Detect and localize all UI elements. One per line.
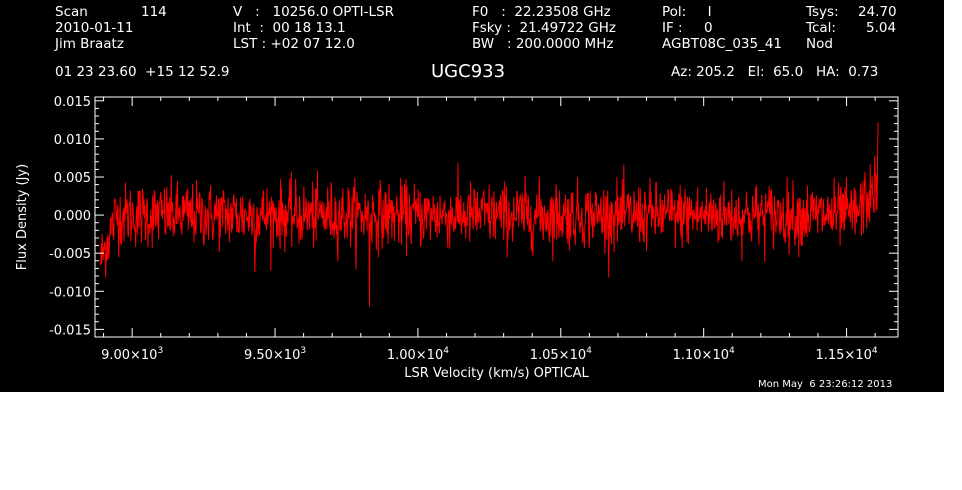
fsky-info: Fsky : 21.49722 GHz (472, 20, 616, 36)
polarization-info: Pol: I (662, 4, 712, 20)
y-tick-label: -0.010 (49, 285, 91, 300)
az-el-ha: Az: 205.2 El: 65.0 HA: 0.73 (671, 64, 879, 80)
bandwidth-info: BW : 200.0000 MHz (472, 36, 614, 52)
y-tick-label: -0.005 (49, 247, 91, 262)
if-info: IF : 0 (662, 20, 713, 36)
x-tick-label: 1.15×104 (815, 346, 877, 363)
x-tick-label: 9.00×103 (101, 346, 163, 363)
f0-info: F0 : 22.23508 GHz (472, 4, 611, 20)
y-axis-label: Flux Density (Jy) (15, 164, 30, 270)
project-id: AGBT08C_035_41 (662, 36, 783, 52)
velocity-info: V : 10256.0 OPTI-LSR (233, 4, 394, 20)
spectrum-trace-layer (100, 122, 879, 307)
scan-value: 114 (141, 4, 167, 20)
x-axis: 9.00×103 9.50×103 1.00×104 1.05×104 1.10×104… (101, 97, 878, 363)
plot-panel: Scan 114 2010-01-11 Jim Braatz 01 23 23.… (0, 0, 944, 392)
scan-label: Scan (55, 4, 88, 20)
y-tick-label: 0.005 (54, 171, 91, 186)
tcal-label: Tcal: (806, 20, 836, 36)
tcal-value: 5.04 (866, 20, 897, 36)
y-tick-label: -0.015 (49, 323, 91, 338)
lst-info: LST : +02 07 12.0 (233, 36, 355, 52)
source-coords: 01 23 23.60 +15 12 52.9 (55, 64, 230, 80)
x-tick-label: 9.50×103 (244, 346, 306, 363)
switching-mode: Nod (806, 36, 833, 52)
timestamp: Mon May 6 23:26:12 2013 (758, 379, 893, 390)
y-tick-label: 0.015 (54, 95, 91, 110)
x-tick-label: 1.05×104 (530, 346, 592, 363)
x-tick-label: 1.10×104 (673, 346, 735, 363)
y-tick-label: 0.010 (54, 133, 91, 148)
integration-info: Int : 00 18 13.1 (233, 20, 346, 36)
spectrum-chart: -0.015 -0.010 -0.005 0.000 0.005 0.010 0.015 9… (15, 95, 899, 381)
plot-frame (94, 96, 899, 338)
observer: Jim Braatz (55, 36, 124, 52)
y-axis: -0.015 -0.010 -0.005 0.000 0.005 0.010 0.015 (49, 95, 898, 338)
y-tick-label: 0.000 (54, 209, 91, 224)
x-axis-label: LSR Velocity (km/s) OPTICAL (404, 366, 589, 381)
tsys-value: 24.70 (858, 4, 897, 20)
chart-title: UGC933 (431, 61, 506, 82)
spectrum-trace (100, 122, 879, 307)
x-tick-label: 1.00×104 (387, 346, 449, 363)
tsys-label: Tsys: (806, 4, 839, 20)
obs-date: 2010-01-11 (55, 20, 134, 36)
